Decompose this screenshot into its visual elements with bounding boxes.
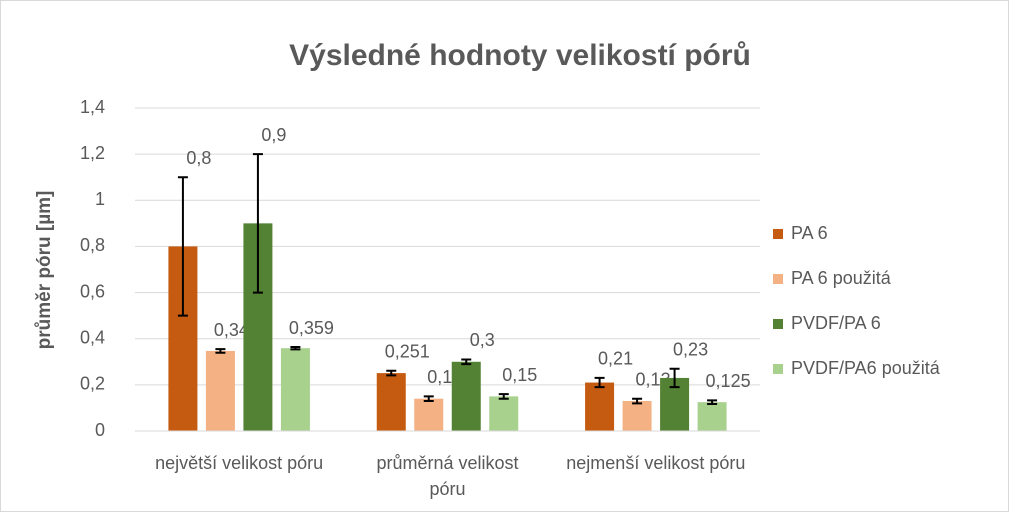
bar [451, 361, 481, 431]
legend-label: PVDF/PA6 použitá [791, 358, 941, 378]
y-tick-label: 0,2 [80, 374, 105, 394]
data-label: 0,21 [598, 349, 633, 369]
error-bar [594, 376, 605, 389]
y-tick-label: 0 [95, 420, 105, 440]
data-label: 0,9 [261, 125, 286, 145]
x-tick-label: nejmenší velikost póru [566, 453, 746, 473]
error-bar [386, 369, 397, 377]
y-tick-label: 1,2 [80, 143, 105, 163]
legend-label: PVDF/PA 6 [791, 313, 881, 333]
error-bar [498, 393, 509, 400]
data-label: 0,359 [289, 318, 334, 338]
legend-label: PA 6 použitá [791, 268, 892, 288]
error-bar [632, 397, 643, 405]
y-tick-label: 1 [95, 189, 105, 209]
bar [585, 382, 615, 431]
data-label: 0,8 [186, 148, 211, 168]
error-bar [707, 399, 718, 406]
data-label: 0,251 [385, 342, 430, 362]
error-bar [423, 395, 434, 403]
legend-swatch [773, 229, 783, 239]
y-tick-label: 1,4 [80, 97, 105, 117]
bar [622, 401, 652, 431]
data-label: 0,3 [470, 330, 495, 350]
legend-swatch [773, 274, 783, 284]
bar [280, 348, 310, 431]
chart-title: Výsledné hodnoty velikostí pórů [289, 39, 751, 72]
x-tick-label: průměrná velikost póru [376, 453, 519, 499]
data-label: 0,15 [502, 365, 537, 385]
legend-label: PA 6 [791, 223, 828, 243]
y-axis-label: průměr póru [µm] [34, 191, 55, 350]
legend-swatch [773, 364, 783, 374]
bar [489, 396, 519, 431]
error-bar [290, 346, 301, 351]
bar [697, 402, 727, 431]
data-label: 0,125 [706, 371, 751, 391]
error-bar [177, 176, 188, 317]
error-bar [461, 358, 472, 366]
legend-swatch [773, 319, 783, 329]
x-tick-label: největší velikost póru [155, 453, 324, 473]
error-bar [215, 348, 226, 354]
y-tick-label: 0,6 [80, 281, 105, 301]
bar [205, 350, 235, 431]
bar [414, 398, 444, 431]
error-bar [669, 367, 680, 389]
y-tick-label: 0,4 [80, 327, 105, 347]
bar [376, 373, 406, 431]
error-bar [252, 153, 263, 294]
data-label: 0,23 [673, 339, 708, 359]
y-tick-label: 0,8 [80, 235, 105, 255]
